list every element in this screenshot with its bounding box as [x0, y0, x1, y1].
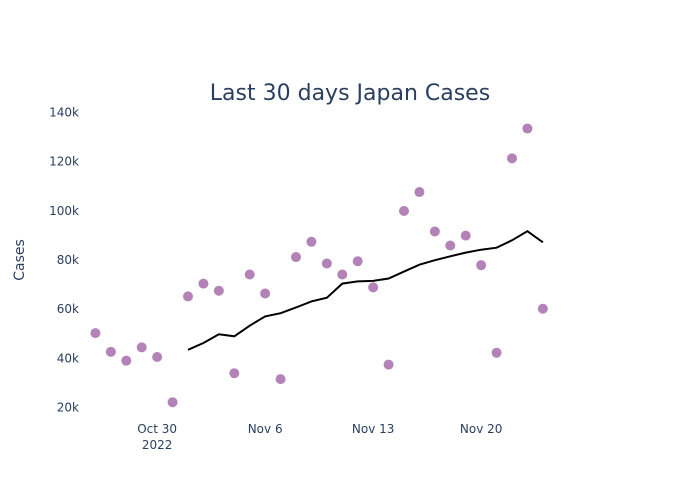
data-point-marker — [136, 342, 147, 353]
y-tick-label: 60k — [57, 302, 79, 316]
x-axis-ticks: Oct 30 2022 Nov 6 Nov 13 Nov 20 — [137, 422, 502, 452]
trend-line-layer — [187, 230, 544, 351]
y-tick-label: 40k — [57, 351, 79, 365]
y-tick-label: 120k — [49, 155, 79, 169]
data-point-marker — [414, 187, 425, 198]
x-tick-label: Nov 13 — [352, 422, 395, 436]
data-point-marker — [429, 226, 440, 237]
x-tick-sublabel: 2022 — [142, 438, 173, 452]
data-point-marker — [213, 285, 224, 296]
data-point-marker — [244, 269, 255, 280]
data-point-marker — [460, 230, 471, 241]
y-tick-label: 100k — [49, 204, 79, 218]
y-tick-label: 80k — [57, 253, 79, 267]
data-point-marker — [476, 260, 487, 271]
data-point-marker — [368, 282, 379, 293]
data-point-marker — [352, 256, 363, 267]
chart-title: Last 30 days Japan Cases — [210, 81, 490, 106]
data-point-marker — [275, 374, 286, 385]
data-point-marker — [260, 288, 271, 299]
data-point-marker — [445, 240, 456, 251]
data-point-marker — [399, 206, 409, 217]
y-tick-label: 140k — [49, 105, 79, 119]
data-point-marker — [121, 355, 132, 366]
data-point-marker — [507, 153, 517, 164]
trend-line — [187, 230, 544, 351]
y-tick-label: 20k — [57, 401, 79, 415]
marker-layer — [90, 123, 548, 408]
data-point-marker — [105, 346, 116, 357]
data-point-marker — [383, 359, 394, 370]
data-point-marker — [291, 252, 301, 263]
data-point-marker — [229, 368, 240, 379]
data-point-marker — [537, 303, 548, 314]
y-axis-ticks: 20k 40k 60k 80k 100k 120k 140k — [49, 105, 79, 414]
x-tick-label: Oct 30 — [137, 422, 177, 436]
data-point-marker — [183, 291, 193, 302]
data-point-marker — [167, 397, 178, 408]
data-point-marker — [152, 351, 163, 362]
data-point-marker — [522, 123, 533, 134]
data-point-marker — [337, 269, 348, 280]
data-point-marker — [306, 236, 317, 247]
x-tick-label: Nov 20 — [460, 422, 503, 436]
data-point-marker — [321, 258, 332, 269]
data-point-marker — [198, 278, 209, 289]
data-point-marker — [491, 347, 502, 358]
x-tick-label: Nov 6 — [248, 422, 283, 436]
data-point-marker — [90, 328, 101, 339]
y-axis-title: Cases — [12, 239, 28, 281]
